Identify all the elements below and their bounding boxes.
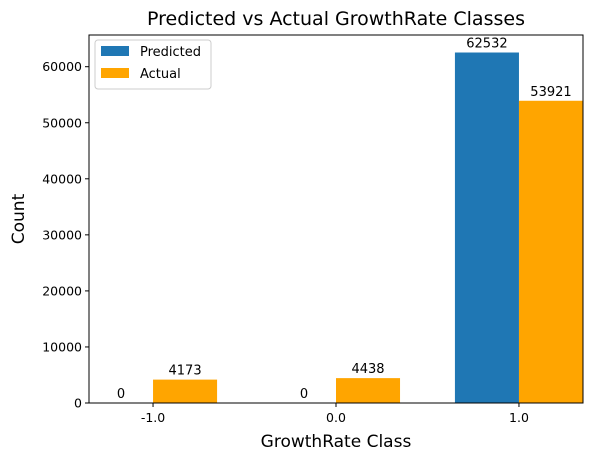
y-tick-label: 50000 [42,115,82,130]
bars-layer [153,52,583,404]
bar-predicted-2 [454,52,519,404]
bar-label-predicted-0: 0 [117,387,125,402]
bar-labels-layer: 0 4173 0 4438 62532 53921 [117,37,572,402]
y-axis-label: Count [9,193,29,244]
bar-label-predicted-1: 0 [300,387,308,402]
bar-label-actual-1: 4438 [351,362,384,377]
y-tick-label: 40000 [42,171,82,186]
y-tick-label: 60000 [42,59,82,74]
y-axis: 0 10000 20000 30000 40000 50000 60000 [42,59,89,411]
y-tick-label: 10000 [42,339,82,354]
legend: Predicted Actual [94,39,212,90]
x-tick-label: 0.0 [326,410,346,425]
bar-actual-1 [336,378,401,403]
y-tick-label: 30000 [42,227,82,242]
bar-actual-2 [518,100,583,403]
x-tick-label: 1.0 [509,410,529,425]
legend-label-actual: Actual [140,67,181,82]
chart-title: Predicted vs Actual GrowthRate Classes [147,8,525,30]
bar-label-actual-0: 4173 [169,364,202,379]
y-tick-label: 0 [74,396,82,411]
legend-swatch-actual [101,68,129,78]
bar-label-predicted-2: 62532 [466,37,507,52]
legend-swatch-predicted [101,46,129,56]
bar-label-actual-2: 53921 [530,85,571,100]
legend-label-predicted: Predicted [140,45,201,60]
bar-actual-0 [153,379,218,403]
x-axis-label: GrowthRate Class [261,432,412,452]
x-axis: -1.0 0.0 1.0 [141,403,529,425]
x-tick-label: -1.0 [141,410,165,425]
y-tick-label: 20000 [42,283,82,298]
